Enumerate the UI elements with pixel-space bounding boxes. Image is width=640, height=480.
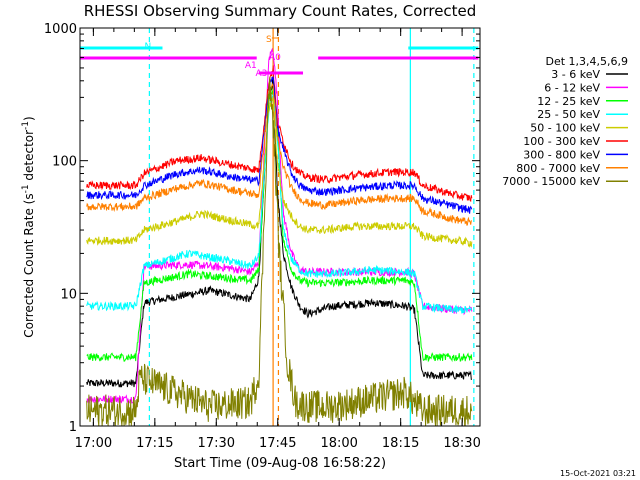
- y-axis-label-end: ): [22, 116, 36, 121]
- x-tick-label-1: 17:15: [136, 436, 173, 451]
- status-bar-label-3: A0: [269, 53, 281, 63]
- x-tick-label-5: 18:15: [382, 436, 419, 451]
- y-axis-label-sup2: -1: [21, 121, 31, 130]
- legend-entry-2: 12 - 25 keV: [537, 95, 600, 108]
- status-bar-label-0: N: [144, 42, 151, 52]
- status-bar-label-5: S: [266, 35, 272, 45]
- series-line-8: [86, 76, 473, 427]
- y-tick-label-1: 10: [60, 287, 77, 302]
- x-tick-label-6: 18:30: [443, 436, 480, 451]
- x-tick-label-3: 17:45: [259, 436, 296, 451]
- series-line-4: [86, 96, 473, 248]
- status-bar-label-2: A1: [245, 61, 257, 71]
- series-line-7: [86, 83, 472, 226]
- legend-entry-4: 50 - 100 keV: [530, 122, 600, 135]
- legend-entry-7: 800 - 7000 keV: [516, 162, 600, 175]
- footer-timestamp: 15-Oct-2021 03:21: [560, 469, 636, 478]
- legend-entry-3: 25 - 50 keV: [537, 108, 600, 121]
- legend-entry-1: 6 - 12 keV: [544, 81, 600, 94]
- legend-entry-5: 100 - 300 keV: [523, 135, 600, 148]
- series-line-0: [86, 78, 472, 388]
- plot-lines-layer: [148, 28, 475, 426]
- series-layer: [86, 47, 473, 427]
- x-tick-label-0: 17:00: [75, 436, 112, 451]
- plot-frame: [79, 27, 481, 427]
- status-bar-label-4: A3: [256, 69, 268, 79]
- axis-layer: 17:00 17:15 17:30 17:45 18:00 18:15 18:30 1 10 10…: [44, 22, 481, 451]
- legend-title: Det 1,3,4,5,6,9: [545, 55, 628, 68]
- x-tick-label-4: 18:00: [320, 436, 357, 451]
- x-tick-label-2: 17:30: [198, 436, 235, 451]
- y-tick-label-0: 1: [69, 420, 77, 435]
- series-line-6: [86, 76, 473, 214]
- y-axis-label-main: Corrected Count Rate (s: [22, 193, 36, 337]
- y-axis-label-sup1: -1: [21, 184, 31, 193]
- x-axis-label: Start Time (09-Aug-08 16:58:22): [174, 456, 386, 471]
- legend-entry-6: 300 - 800 keV: [523, 148, 600, 161]
- y-tick-label-3: 1000: [44, 22, 77, 37]
- series-line-5: [86, 65, 473, 202]
- chart-title: RHESSI Observing Summary Count Rates, Co…: [84, 2, 477, 20]
- y-axis-label-mid: detector: [22, 130, 36, 185]
- legend-entry-0: 3 - 6 keV: [551, 68, 600, 81]
- y-tick-label-2: 100: [52, 155, 77, 170]
- y-axis-label: Corrected Count Rate (s-1 detector-1): [21, 116, 36, 337]
- legend-entry-8: 7000 - 15000 keV: [502, 175, 600, 188]
